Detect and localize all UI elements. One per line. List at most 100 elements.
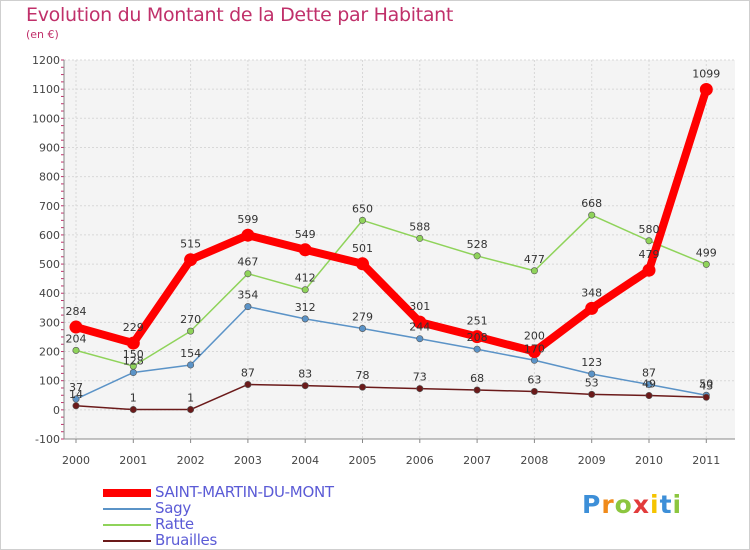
data-label-bruailles: 53	[585, 376, 599, 389]
x-tick-label: 2006	[406, 454, 434, 467]
data-point-sagy	[129, 369, 137, 377]
data-point-bruailles	[129, 406, 137, 414]
logo-letter: i	[672, 490, 683, 519]
data-label-saint-martin-du-mont: 251	[467, 315, 488, 328]
data-label-sagy: 123	[581, 356, 602, 369]
data-point-ratte	[588, 211, 596, 219]
data-label-ratte: 650	[352, 202, 373, 215]
data-point-sagy	[358, 325, 366, 333]
x-tick-label: 2003	[234, 454, 262, 467]
y-tick-label: 100	[39, 375, 60, 388]
data-point-saint-martin-du-mont	[298, 243, 312, 257]
data-label-ratte: 528	[467, 238, 488, 251]
data-label-ratte: 588	[409, 220, 430, 233]
data-point-saint-martin-du-mont	[527, 345, 541, 359]
data-label-sagy: 50	[699, 377, 713, 390]
data-point-ratte	[187, 327, 195, 335]
data-point-bruailles	[187, 406, 195, 414]
y-tick-label: 800	[39, 171, 60, 184]
data-point-saint-martin-du-mont	[241, 228, 255, 242]
logo-letter: t	[659, 490, 673, 519]
y-tick-label: 1100	[32, 83, 60, 96]
data-point-ratte	[473, 252, 481, 260]
data-point-saint-martin-du-mont	[642, 263, 656, 277]
y-tick-label: 600	[39, 229, 60, 242]
data-label-sagy: 154	[180, 347, 201, 360]
data-point-ratte	[301, 286, 309, 294]
data-label-sagy: 279	[352, 311, 373, 324]
data-label-bruailles: 63	[527, 373, 541, 386]
data-label-saint-martin-du-mont: 501	[352, 242, 373, 255]
x-tick-label: 2010	[635, 454, 663, 467]
legend-label: Ratte	[155, 515, 194, 533]
legend-label: Sagy	[155, 499, 191, 517]
logo-letter: x	[632, 490, 650, 519]
data-point-ratte	[530, 267, 538, 275]
legend-swatch	[103, 540, 151, 542]
data-point-bruailles	[702, 393, 710, 401]
data-label-saint-martin-du-mont: 599	[237, 213, 258, 226]
legend-label: SAINT-MARTIN-DU-MONT	[155, 483, 334, 501]
data-label-ratte: 270	[180, 313, 201, 326]
data-point-saint-martin-du-mont	[470, 330, 484, 344]
data-label-sagy: 128	[123, 355, 144, 368]
series-line-saint-martin-du-mont	[72, 85, 711, 356]
data-label-ratte: 150	[123, 348, 144, 361]
data-point-sagy	[72, 395, 80, 403]
legend-swatch	[103, 489, 151, 497]
data-point-sagy	[645, 380, 653, 388]
x-tick-label: 2011	[692, 454, 720, 467]
data-label-bruailles: 78	[356, 369, 370, 382]
data-point-saint-martin-du-mont	[126, 336, 140, 350]
data-label-bruailles: 1	[187, 392, 194, 405]
data-label-sagy: 354	[237, 289, 258, 302]
y-tick-label: 1000	[32, 112, 60, 125]
data-label-bruailles: 49	[642, 378, 656, 391]
data-point-bruailles	[301, 382, 309, 390]
x-tick-label: 2009	[578, 454, 606, 467]
data-label-sagy: 170	[524, 342, 545, 355]
data-point-bruailles	[358, 383, 366, 391]
data-point-saint-martin-du-mont	[413, 315, 427, 329]
data-label-ratte: 204	[66, 332, 87, 345]
data-point-ratte	[358, 216, 366, 224]
data-label-bruailles: 43	[699, 379, 713, 392]
data-label-ratte: 580	[639, 223, 660, 236]
data-point-bruailles	[416, 385, 424, 393]
series-line-sagy	[75, 305, 708, 400]
data-point-ratte	[645, 237, 653, 245]
data-label-bruailles: 73	[413, 371, 427, 384]
chart-title: Evolution du Montant de la Dette par Hab…	[26, 4, 454, 26]
data-point-sagy	[244, 303, 252, 311]
data-label-saint-martin-du-mont: 549	[295, 228, 316, 241]
data-label-bruailles: 1	[130, 392, 137, 405]
data-point-saint-martin-du-mont	[585, 301, 599, 315]
series-line-bruailles	[75, 383, 708, 411]
y-tick-label: 0	[53, 404, 60, 417]
data-point-saint-martin-du-mont	[184, 253, 198, 267]
x-tick-label: 2007	[463, 454, 491, 467]
logo-letter: i	[650, 490, 660, 519]
x-tick-label: 2005	[349, 454, 377, 467]
data-label-saint-martin-du-mont: 301	[409, 300, 430, 313]
x-tick-label: 2004	[291, 454, 319, 467]
data-point-bruailles	[72, 402, 80, 410]
data-label-ratte: 477	[524, 253, 545, 266]
data-point-ratte	[72, 346, 80, 354]
data-label-sagy: 87	[642, 366, 656, 379]
data-point-sagy	[473, 345, 481, 353]
data-point-sagy	[416, 335, 424, 343]
y-tick-label: 1200	[32, 54, 60, 67]
proxiti-logo: Proxiti	[582, 490, 682, 519]
legend-label: Bruailles	[155, 531, 218, 549]
data-label-saint-martin-du-mont: 515	[180, 238, 201, 251]
data-label-ratte: 467	[237, 256, 258, 269]
data-point-saint-martin-du-mont	[356, 257, 369, 271]
series-line-ratte	[75, 214, 708, 367]
x-tick-label: 2002	[177, 454, 205, 467]
data-point-bruailles	[473, 386, 481, 394]
y-tick-label: 900	[39, 141, 60, 154]
chart-subtitle: (en €)	[26, 28, 59, 41]
data-label-ratte: 499	[696, 246, 717, 259]
